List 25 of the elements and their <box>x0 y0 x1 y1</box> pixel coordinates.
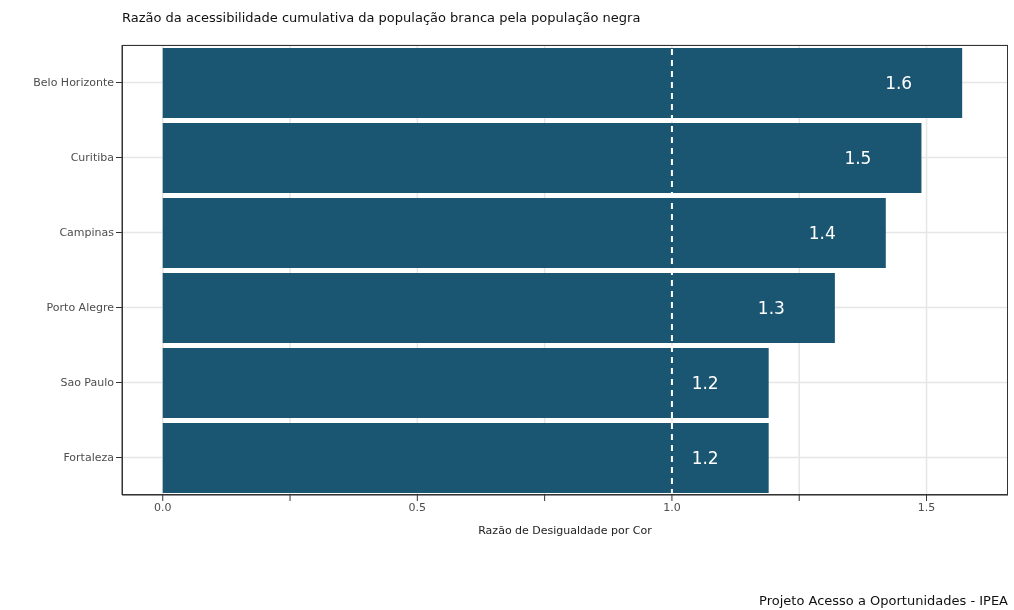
x-tick-label: 1.0 <box>663 500 681 514</box>
y-tick-label: Porto Alegre <box>46 301 115 315</box>
data-label: 1.6 <box>885 73 913 94</box>
bar <box>162 273 835 343</box>
y-tick-label: Fortaleza <box>63 451 114 465</box>
y-tick-label: Campinas <box>59 226 115 240</box>
bar <box>162 48 963 118</box>
x-axis-title: Razão de Desigualdade por Cor <box>478 524 653 537</box>
chart-title: Razão da acessibilidade cumulativa da população branca pela população negra <box>122 10 641 25</box>
bar <box>162 348 769 418</box>
y-tick-label: Curitiba <box>70 151 114 165</box>
y-tick-label: Belo Horizonte <box>33 76 115 90</box>
data-label: 1.5 <box>844 148 872 169</box>
x-tick-label: 1.5 <box>917 500 936 514</box>
x-tick-label: 0.5 <box>408 500 427 514</box>
bar <box>162 423 769 493</box>
y-tick-label: Sao Paulo <box>60 376 115 390</box>
data-label: 1.2 <box>691 373 719 394</box>
bar <box>162 198 886 268</box>
x-tick-label: 0.0 <box>153 500 172 514</box>
data-label: 1.3 <box>757 298 785 319</box>
text: Projeto Acesso a Oportunidades - IPEA <box>759 593 1008 608</box>
bar <box>162 123 922 193</box>
data-label: 1.2 <box>691 448 719 469</box>
data-label: 1.4 <box>808 223 836 244</box>
